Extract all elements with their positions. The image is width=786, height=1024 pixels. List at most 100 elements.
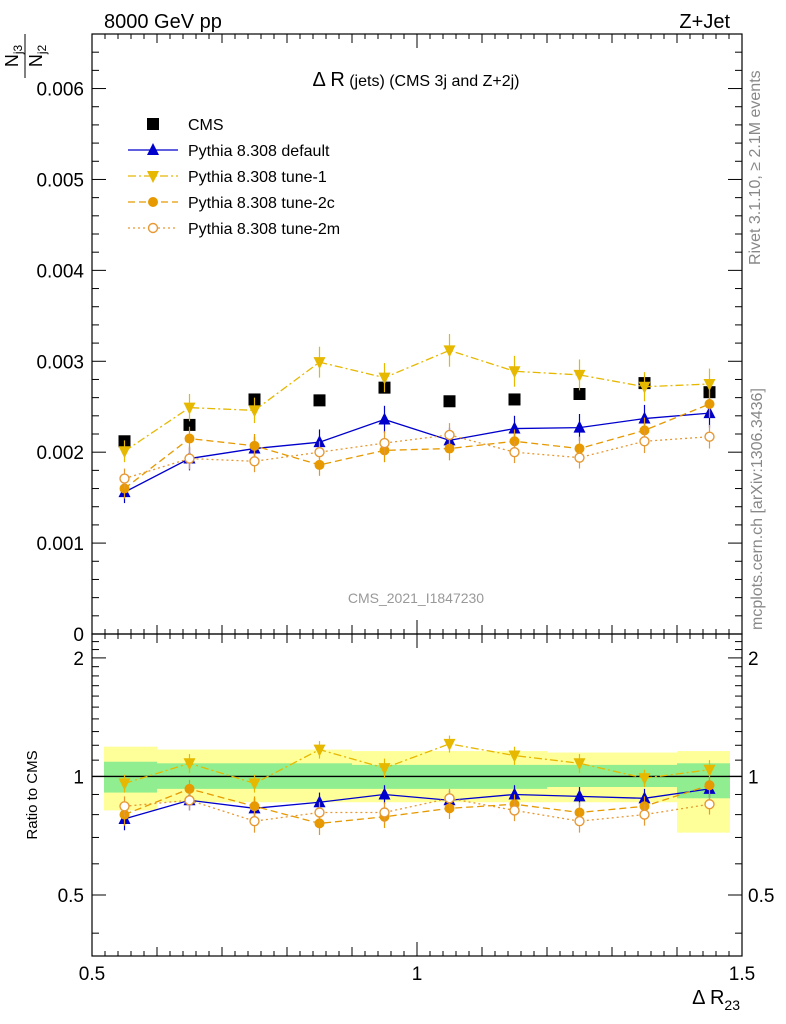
ratio-point [574,815,585,827]
ratio-point [248,778,261,791]
data-point [704,399,715,409]
y-tick-label: 0 [73,625,84,646]
data-point [313,394,326,407]
x-label-main: Δ R [692,987,724,1009]
series-cms [118,377,716,448]
legend-item: CMS [147,117,224,134]
data-point [183,418,196,431]
ratio-point [704,799,715,810]
mcplots-citation-text: mcplots.cern.ch [arXiv:1306.3436] [749,388,766,630]
ratio-point [249,801,260,812]
x-axis-label: Δ R23 [692,987,740,1013]
data-point [379,437,390,449]
ratio-point [119,801,130,812]
ratio-y-tick-label: 2 [73,649,84,670]
data-point [573,420,586,433]
ratio-point [249,815,260,827]
ratio-y-tick-label-right: 1 [748,767,759,788]
ratio-point [508,750,521,763]
data-point [639,436,650,447]
data-point [314,446,325,458]
x-label-sub: 23 [724,997,740,1013]
data-point [444,429,455,441]
analysis-id-label: CMS_2021_I1847230 [348,590,484,606]
ratio-point [639,809,650,820]
legend-label: Pythia 8.308 tune-1 [188,169,327,186]
x-tick-label: 0.5 [79,964,105,985]
ratio-series-group [118,735,716,836]
y-label-numerator: N [2,54,22,67]
data-point [313,357,326,370]
ratio-point [573,758,586,771]
legend-label: Pythia 8.308 default [188,143,330,160]
data-point [638,411,651,424]
ratio-point [378,787,391,800]
legend-marker [147,143,159,155]
y-tick-label: 0.006 [36,80,84,101]
data-point [184,433,195,444]
main-chart-title: Δ R (jets) (CMS 3j and Z+2j) [313,69,520,91]
data-point [119,473,130,484]
ratio-y-tick-label: 0.5 [58,886,84,907]
ratio-point [379,807,390,818]
ratio-series-pythia-8-308-tune-2m [119,788,715,833]
ratio-point [443,738,456,751]
main-y-axis-label: Nj3 Nj2 [2,34,49,78]
series-pythia-8-308-tune-2m [119,423,715,489]
data-point [508,393,521,406]
legend-item: Pythia 8.308 tune-2c [128,195,335,212]
ratio-line [124,743,710,785]
ratio-axis-ticks: 0.5 0.5 1 1 2 2 0.5 1 1.5 [58,634,774,985]
ratio-line [124,797,710,822]
data-point [378,412,391,425]
y-label-denominator-sub: j2 [35,45,49,56]
data-point [248,405,261,418]
legend-marker [147,118,159,130]
y-tick-label: 0.004 [36,261,84,282]
series-pythia-8-308-tune-1 [118,334,716,463]
legend-marker [148,197,158,207]
legend-item: Pythia 8.308 tune-2m [128,221,340,238]
ratio-point [184,783,195,794]
y-tick-label: 0.005 [36,170,84,191]
series-pythia-8-308-default [118,398,716,504]
legend-item: Pythia 8.308 tune-1 [128,169,327,186]
ratio-y-tick-label-right: 2 [748,649,759,670]
data-point [184,453,195,464]
main-series-group [118,334,716,504]
data-point [574,452,585,463]
ratio-point [638,773,651,786]
data-point [573,388,586,400]
ratio-point [444,793,455,804]
y-tick-label: 0.002 [36,443,84,464]
x-tick-label: 1 [412,964,423,985]
title-delta-r: Δ R [313,69,345,91]
ratio-point [703,764,716,777]
ratio-point [704,780,715,791]
data-point [443,345,456,358]
data-point [249,440,260,451]
series-line [124,412,710,493]
svg-text:Nj2: Nj2 [26,45,49,68]
y-label-denominator: N [26,54,46,67]
series-line [124,403,710,490]
data-point [183,402,196,415]
ratio-line [124,788,710,820]
ratio-uncertainty-bands [104,746,730,833]
header-energy-label: 8000 GeV pp [104,11,222,33]
header-process-label: Z+Jet [679,11,730,33]
legend-label: CMS [188,117,224,134]
ratio-point [508,787,521,800]
data-point [378,372,391,385]
ratio-point [573,789,586,802]
data-point [508,421,521,434]
ratio-point [509,805,520,816]
data-point [249,456,260,467]
ratio-point [183,758,196,771]
y-label-numerator-sub: j3 [11,45,25,56]
ratio-panel: 0.5 0.5 1 1 2 2 0.5 1 1.5 Ratio to CMS Δ R23 [24,633,774,1013]
main-axis-ticks: 0 0.001 0.002 0.003 0.004 0.005 0.006 [36,33,742,646]
rivet-version-text: Rivet 3.1.10, ≥ 2.1M events [747,70,764,265]
data-point [313,435,326,448]
